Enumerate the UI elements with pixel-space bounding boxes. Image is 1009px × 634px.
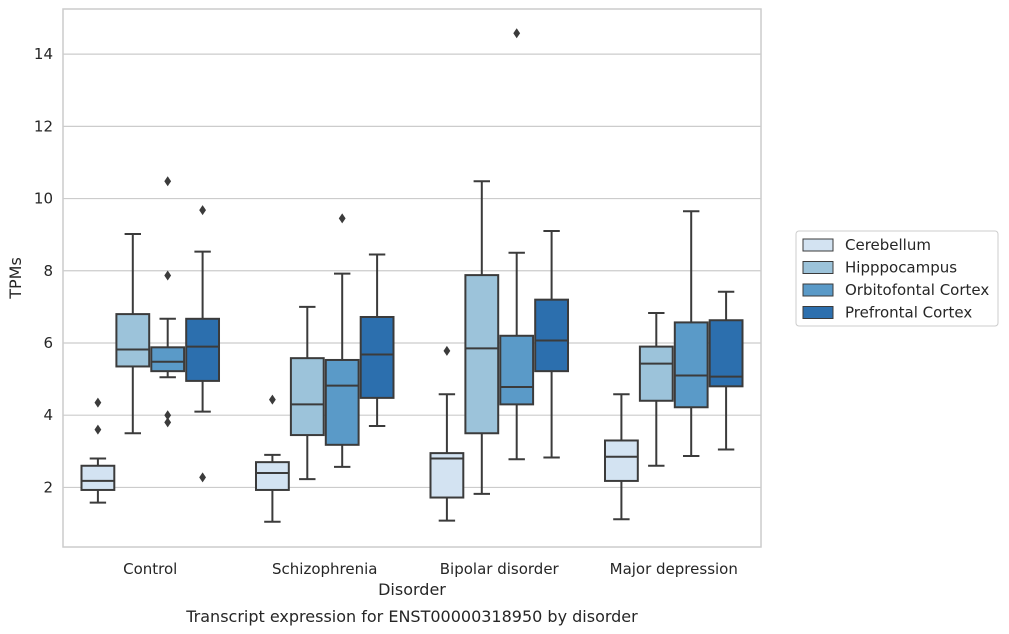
plot-area: [63, 9, 761, 547]
box-2-3: [673, 210, 709, 458]
box-iqr: [150, 346, 186, 373]
gridlines: [63, 53, 761, 489]
box-0-3: [603, 393, 639, 521]
x-tick-labels: Control Schizophrenia Bipolar disorder Majo…: [123, 560, 738, 578]
box-iqr: [324, 358, 360, 446]
box-1-2: [464, 180, 500, 495]
legend-entry: Cerebellum: [845, 236, 931, 254]
box-iqr: [289, 357, 325, 437]
box-iqr: [115, 313, 151, 368]
legend-swatch: [802, 306, 834, 319]
box-iqr: [499, 334, 535, 406]
legend-swatch: [802, 238, 834, 252]
box-iqr: [638, 345, 674, 402]
outlier-point: [164, 176, 172, 187]
box-iqr: [708, 319, 744, 388]
legend: Cerebellum Hipppocampus Orbitofontal Corte…: [795, 230, 999, 327]
box-0-0: [80, 397, 116, 504]
outlier-point: [164, 417, 172, 428]
x-axis-label: Disorder: [378, 580, 446, 599]
box-iqr: [185, 317, 221, 382]
y-tick-label: 8: [43, 262, 53, 280]
outlier-point: [164, 270, 172, 281]
outlier-point: [513, 28, 521, 39]
legend-swatch: [802, 261, 834, 274]
x-tick-label: Control: [123, 560, 177, 578]
outlier-point: [94, 397, 102, 408]
box-series-group: [80, 28, 744, 523]
box-1-3: [638, 312, 674, 467]
outlier-point: [199, 205, 206, 216]
box-2-1: [324, 213, 360, 468]
y-tick-label: 6: [43, 334, 53, 352]
box-0-1: [254, 394, 290, 523]
plot-frame: [62, 8, 762, 548]
outlier-point: [94, 424, 102, 435]
x-tick-label: Major depression: [610, 560, 738, 578]
y-tick-label: 10: [34, 190, 53, 208]
y-tick-label: 2: [43, 478, 53, 496]
y-tick-labels: 2 4 6 8 10 12 14: [34, 45, 53, 496]
box-2-0: [150, 176, 186, 428]
box-1-0: [115, 232, 151, 435]
outlier-point: [199, 472, 206, 483]
box-0-2: [429, 345, 465, 522]
box-3-3: [708, 290, 744, 451]
box-iqr: [464, 274, 500, 435]
box-1-1: [289, 305, 325, 481]
outlier-point: [338, 213, 346, 224]
box-3-2: [534, 230, 570, 459]
legend-frame: [795, 230, 999, 327]
box-2-2: [499, 28, 535, 461]
legend-entry: Orbitofontal Cortex: [845, 281, 989, 299]
box-iqr: [429, 452, 465, 499]
y-tick-label: 4: [43, 406, 53, 424]
box-iqr: [534, 298, 570, 373]
box-iqr: [673, 321, 709, 409]
box-iqr: [603, 439, 639, 482]
x-tick-label: Bipolar disorder: [440, 560, 560, 578]
legend-swatch: [802, 283, 834, 297]
chart-caption: Transcript expression for ENST0000031895…: [185, 607, 638, 626]
y-tick-label: 14: [34, 45, 53, 63]
box-iqr: [359, 315, 395, 399]
box-iqr: [254, 461, 290, 491]
y-tick-label: 12: [34, 117, 53, 135]
box-iqr: [80, 464, 116, 491]
box-3-0: [185, 205, 221, 483]
y-axis-label: TPMs: [6, 257, 25, 300]
legend-entry: Hipppocampus: [845, 259, 957, 277]
outlier-point: [443, 345, 451, 356]
legend-entry: Prefrontal Cortex: [845, 304, 972, 322]
outlier-point: [164, 410, 172, 421]
x-tick-label: Schizophrenia: [272, 560, 377, 578]
outlier-point: [269, 394, 276, 405]
box-3-1: [359, 253, 395, 428]
